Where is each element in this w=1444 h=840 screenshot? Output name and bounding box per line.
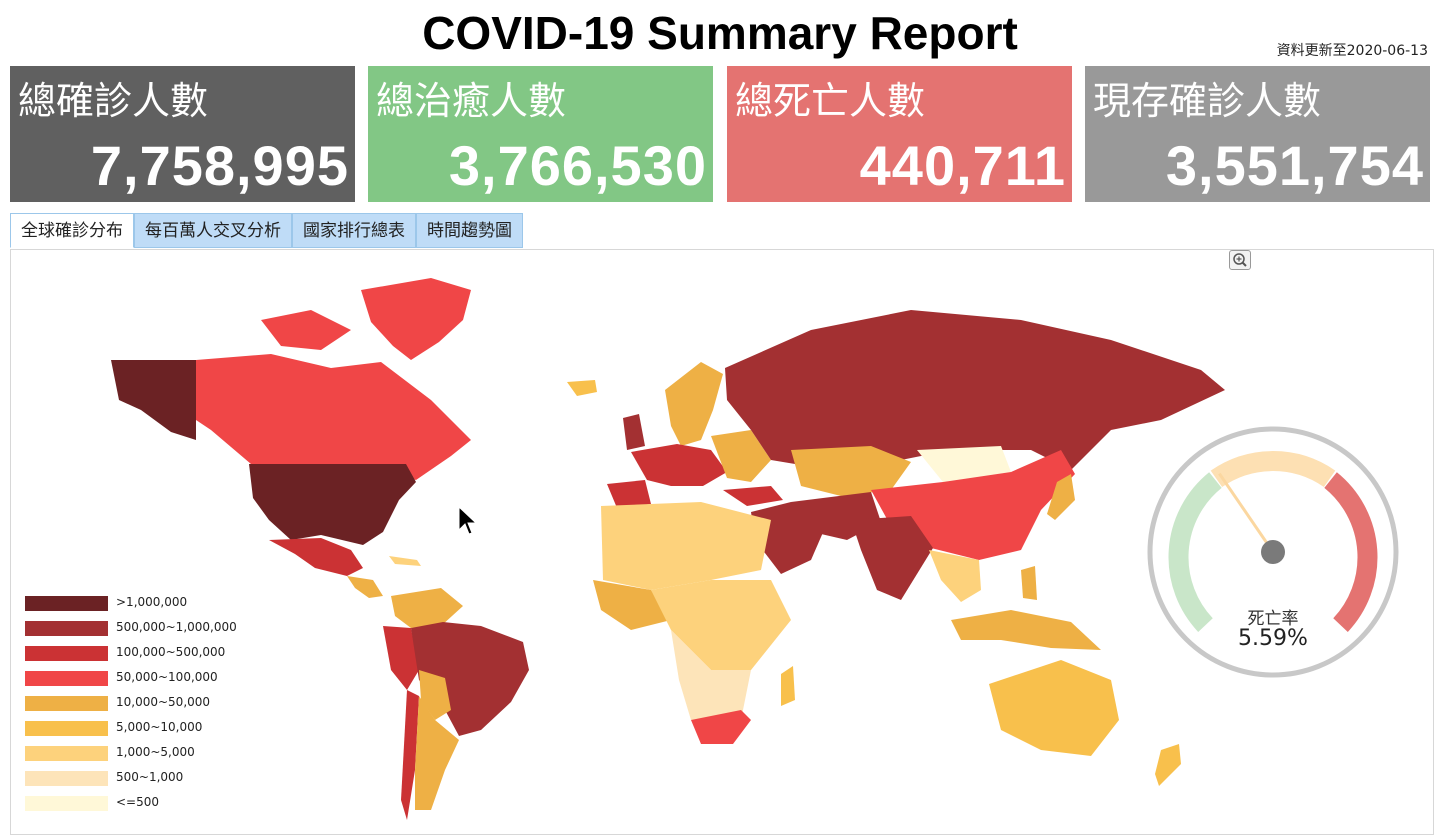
- region-western-europe: [631, 444, 727, 486]
- legend-label: 10,000~50,000: [116, 695, 211, 709]
- region-eastern-europe: [711, 430, 771, 482]
- region-north-africa: [601, 502, 771, 590]
- card-value: 3,551,754: [1165, 134, 1424, 197]
- tab-bar: 全球確診分布 每百萬人交叉分析 國家排行總表 時間趨勢圖: [10, 213, 523, 249]
- report-title: COVID-19 Summary Report: [422, 7, 1018, 59]
- legend-label: 500,000~1,000,000: [116, 620, 237, 634]
- legend-swatch: [25, 671, 108, 686]
- region-brazil: [411, 622, 529, 736]
- active-cases-card: 現存確診人數 3,551,754: [1085, 66, 1430, 202]
- tab-time-trend[interactable]: 時間趨勢圖: [416, 213, 523, 248]
- legend-swatch: [25, 796, 108, 811]
- region-mexico: [269, 538, 363, 576]
- legend-swatch: [25, 746, 108, 761]
- gauge-band-mid: [1210, 451, 1336, 488]
- region-japan: [1047, 474, 1075, 520]
- total-recovered-card: 總治癒人數 3,766,530: [368, 66, 713, 202]
- region-chile: [401, 690, 419, 820]
- region-new-zealand: [1155, 744, 1181, 786]
- region-philippines: [1021, 566, 1037, 600]
- gauge-hub: [1261, 540, 1285, 564]
- card-value: 440,711: [859, 134, 1066, 197]
- region-south-africa: [691, 710, 751, 744]
- legend-label: <=500: [116, 795, 160, 809]
- card-label: 總治癒人數: [376, 79, 567, 123]
- card-label: 現存確診人數: [1093, 79, 1322, 123]
- region-greenland: [361, 278, 471, 360]
- region-central-africa: [651, 580, 791, 670]
- gauge-label: 死亡率: [1247, 609, 1299, 629]
- region-turkey: [723, 486, 783, 506]
- card-label: 總確診人數: [18, 79, 209, 123]
- zoom-icon[interactable]: [1229, 250, 1251, 270]
- region-west-africa: [593, 580, 671, 630]
- gauge-band-low: [1168, 472, 1222, 632]
- region-peru: [383, 626, 419, 690]
- gauge-needle: [1218, 472, 1275, 553]
- update-date: 資料更新至2020-06-13: [1276, 43, 1428, 59]
- region-spain: [607, 480, 651, 508]
- region-bolivia: [419, 670, 451, 720]
- region-madagascar: [781, 666, 795, 706]
- region-indonesia: [951, 610, 1101, 650]
- death-rate-gauge: [1147, 426, 1399, 678]
- tab-per-million-analysis[interactable]: 每百萬人交叉分析: [134, 213, 292, 248]
- region-mongolia: [917, 446, 1011, 482]
- card-label: 總死亡人數: [735, 79, 926, 123]
- tab-country-ranking[interactable]: 國家排行總表: [292, 213, 416, 248]
- total-confirmed-card: 總確診人數 7,758,995: [10, 66, 355, 202]
- region-india: [851, 516, 933, 600]
- region-uk: [623, 414, 645, 450]
- legend-label: >1,000,000: [116, 595, 188, 609]
- region-argentina: [415, 696, 459, 810]
- region-north-south-america: [391, 588, 463, 628]
- total-deaths-card: 總死亡人數 440,711: [727, 66, 1072, 202]
- legend-swatch: [25, 721, 108, 736]
- region-caribbean: [389, 556, 421, 566]
- legend-swatch: [25, 696, 108, 711]
- legend-swatch: [25, 621, 108, 636]
- region-canada-islands: [261, 310, 351, 350]
- gauge-band-high: [1324, 472, 1378, 632]
- card-value: 3,766,530: [448, 134, 707, 197]
- legend-swatch: [25, 596, 108, 611]
- legend-label: 100,000~500,000: [116, 645, 226, 659]
- gauge-value: 5.59%: [1238, 626, 1308, 651]
- region-usa: [249, 464, 416, 545]
- region-canada: [196, 354, 471, 480]
- legend-label: 5,000~10,000: [116, 720, 203, 734]
- region-scandinavia: [665, 362, 723, 446]
- region-iceland: [567, 380, 597, 396]
- region-russia: [725, 310, 1225, 470]
- legend-swatch: [25, 646, 108, 661]
- legend-swatch: [25, 771, 108, 786]
- card-value: 7,758,995: [90, 134, 349, 197]
- legend-label: 1,000~5,000: [116, 745, 195, 759]
- legend-label: 50,000~100,000: [116, 670, 218, 684]
- map-panel: >1,000,000 500,000~1,000,000 100,000~500…: [10, 249, 1434, 835]
- region-australia: [989, 660, 1119, 756]
- region-alaska: [111, 360, 196, 440]
- legend-label: 500~1,000: [116, 770, 184, 784]
- region-central-america: [347, 576, 383, 598]
- region-southeast-asia: [929, 550, 981, 602]
- world-map: [111, 278, 1225, 820]
- mouse-cursor-icon: [458, 506, 478, 535]
- tab-global-distribution[interactable]: 全球確診分布: [10, 213, 134, 248]
- region-kazakhstan: [791, 446, 911, 496]
